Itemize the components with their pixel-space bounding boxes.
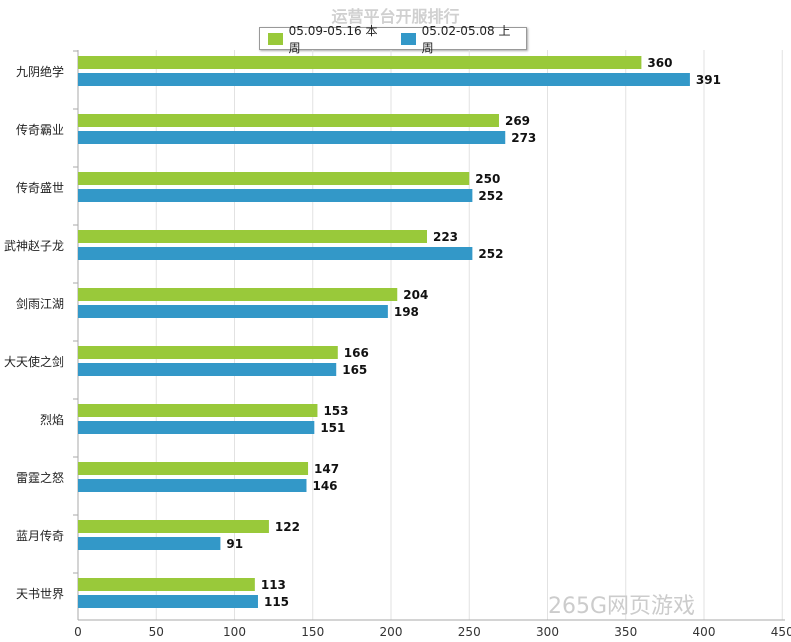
data-label: 250 [475, 172, 500, 186]
bar [78, 247, 473, 260]
bar [78, 537, 221, 550]
category-label: 九阴绝学 [16, 64, 64, 79]
category-label: 蓝月传奇 [16, 528, 64, 543]
bar [78, 114, 499, 127]
bar [78, 230, 427, 243]
bar [78, 595, 258, 608]
x-tick-label: 200 [380, 625, 403, 639]
data-label: 122 [275, 520, 300, 534]
legend-item-this-week[interactable]: 05.09-05.16 本周 [268, 22, 387, 56]
legend-item-last-week[interactable]: 05.02-05.08 上周 [401, 22, 520, 56]
watermark: 265G网页游戏 [548, 594, 696, 619]
bar [78, 346, 338, 359]
category-label: 传奇盛世 [16, 180, 64, 195]
data-label: 146 [312, 479, 337, 493]
chart-title: 运营平台开服排行 [331, 7, 460, 26]
bar [78, 131, 506, 144]
x-tick-label: 300 [536, 625, 559, 639]
category-label: 大天使之剑 [4, 354, 64, 369]
legend-swatch [401, 32, 416, 45]
bar [78, 172, 470, 185]
category-label: 剑雨江湖 [16, 296, 64, 311]
data-label: 115 [264, 595, 289, 609]
data-label: 151 [320, 421, 345, 435]
data-label: 113 [261, 578, 286, 592]
bar [78, 520, 269, 533]
x-tick-label: 50 [149, 625, 164, 639]
data-label: 273 [511, 131, 536, 145]
legend-label: 05.09-05.16 本周 [288, 23, 378, 55]
x-tick-label: 0 [74, 625, 82, 639]
bar [78, 363, 337, 376]
x-tick-label: 100 [223, 625, 246, 639]
data-label: 204 [403, 288, 428, 302]
data-label: 198 [394, 305, 419, 319]
legend: 05.09-05.16 本周 05.02-05.08 上周 [259, 24, 527, 55]
data-label: 252 [478, 189, 503, 203]
bar [78, 404, 318, 417]
data-label: 153 [323, 404, 348, 418]
legend-label: 05.02-05.08 上周 [421, 23, 511, 55]
data-label: 252 [478, 247, 503, 261]
bar [78, 479, 307, 492]
bar [78, 56, 642, 69]
bar [78, 421, 315, 434]
category-label: 武神赵子龙 [4, 239, 64, 253]
bar [78, 73, 690, 86]
x-tick-label: 350 [614, 625, 637, 639]
bar [78, 189, 473, 202]
data-label: 165 [342, 363, 367, 377]
bar [78, 578, 255, 591]
x-tick-label: 450 [771, 625, 791, 639]
data-label: 360 [647, 56, 672, 70]
data-label: 166 [344, 346, 369, 360]
bar [78, 288, 398, 301]
x-tick-label: 250 [458, 625, 481, 639]
category-label: 烈焰 [40, 412, 64, 427]
category-label: 传奇霸业 [16, 122, 64, 137]
x-tick-label: 150 [301, 625, 324, 639]
x-tick-label: 400 [693, 625, 716, 639]
bar [78, 462, 309, 475]
data-label: 147 [314, 462, 339, 476]
category-label: 天书世界 [16, 587, 64, 601]
legend-swatch [268, 32, 283, 45]
category-label: 雷霆之怒 [16, 470, 64, 485]
data-label: 269 [505, 114, 530, 128]
data-label: 223 [433, 230, 458, 244]
bar [78, 305, 388, 318]
data-label: 91 [226, 537, 243, 551]
data-label: 391 [696, 73, 721, 87]
